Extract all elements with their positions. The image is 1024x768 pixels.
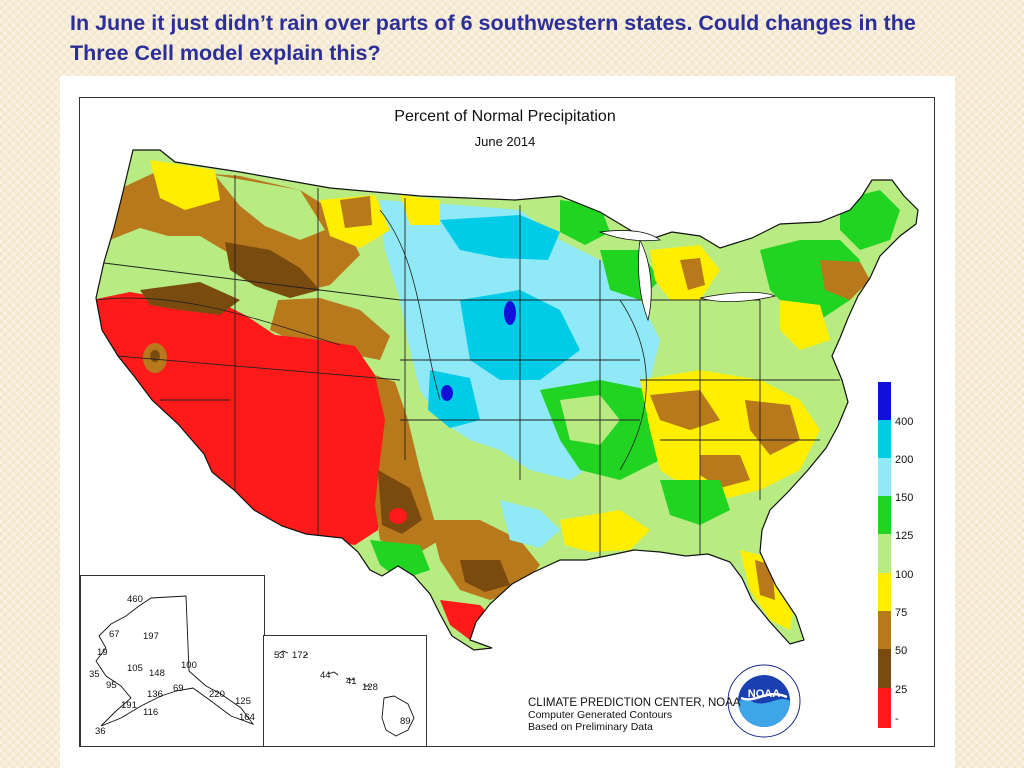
legend-swatch [878, 688, 891, 728]
credit-block: CLIMATE PREDICTION CENTER, NOAA Computer… [528, 697, 741, 733]
credit-org: CLIMATE PREDICTION CENTER, NOAA [528, 697, 741, 709]
slide-title: In June it just didn’t rain over parts o… [70, 11, 916, 65]
station-label: 191 [121, 700, 137, 711]
station-label: 172 [292, 650, 308, 661]
legend: 400 200 150 125 100 75 50 25 - [878, 382, 938, 730]
alaska-inset: 460 67 197 19 35 105 148 100 95 136 69 2… [80, 575, 265, 747]
legend-label: 400 [895, 416, 914, 428]
station-label: 95 [106, 680, 117, 691]
credit-line: Computer Generated Contours [528, 709, 673, 721]
legend-swatch [878, 649, 891, 688]
legend-swatch [878, 573, 891, 611]
legend-label: 125 [895, 530, 914, 542]
legend-label: 200 [895, 454, 914, 466]
station-label: 35 [89, 669, 100, 680]
station-label: 220 [209, 689, 225, 700]
station-label: 36 [95, 726, 106, 737]
noaa-logo: NOAA [727, 664, 801, 738]
legend-label: - [895, 713, 899, 725]
map-subtitle: June 2014 [474, 134, 536, 149]
alaska-outline [95, 595, 255, 727]
legend-swatch [878, 382, 891, 420]
noaa-logo-text: NOAA [748, 688, 780, 700]
legend-swatch [878, 458, 891, 496]
station-label: 128 [362, 682, 378, 693]
legend-label: 75 [895, 607, 908, 619]
station-label: 44 [320, 670, 331, 681]
us-precipitation-map [95, 149, 919, 651]
station-label: 19 [97, 647, 108, 658]
station-label: 105 [127, 663, 143, 674]
legend-label: 150 [895, 492, 914, 504]
legend-label: 50 [895, 645, 908, 657]
station-label: 41 [346, 676, 357, 687]
station-label: 460 [127, 594, 143, 605]
station-label: 164 [239, 712, 255, 723]
legend-swatch [878, 496, 891, 534]
station-label: 125 [235, 696, 251, 707]
legend-label: 25 [895, 684, 908, 696]
station-label: 69 [173, 683, 184, 694]
station-label: 67 [109, 629, 120, 640]
station-label: 53 [274, 650, 285, 661]
station-label: 136 [147, 689, 163, 700]
map-title: Percent of Normal Precipitation [394, 108, 616, 125]
station-label: 148 [149, 668, 165, 679]
hawaii-outline [277, 650, 415, 737]
legend-swatch [878, 420, 891, 458]
legend-swatch [878, 534, 891, 573]
credit-line: Based on Preliminary Data [528, 721, 653, 733]
legend-label: 100 [895, 569, 914, 581]
station-label: 197 [143, 631, 159, 642]
station-label: 100 [181, 660, 197, 671]
station-label: 116 [143, 707, 159, 718]
station-label: 89 [400, 716, 411, 727]
hawaii-inset: 53 172 44 41 128 89 [263, 635, 427, 747]
legend-swatch [878, 611, 891, 649]
